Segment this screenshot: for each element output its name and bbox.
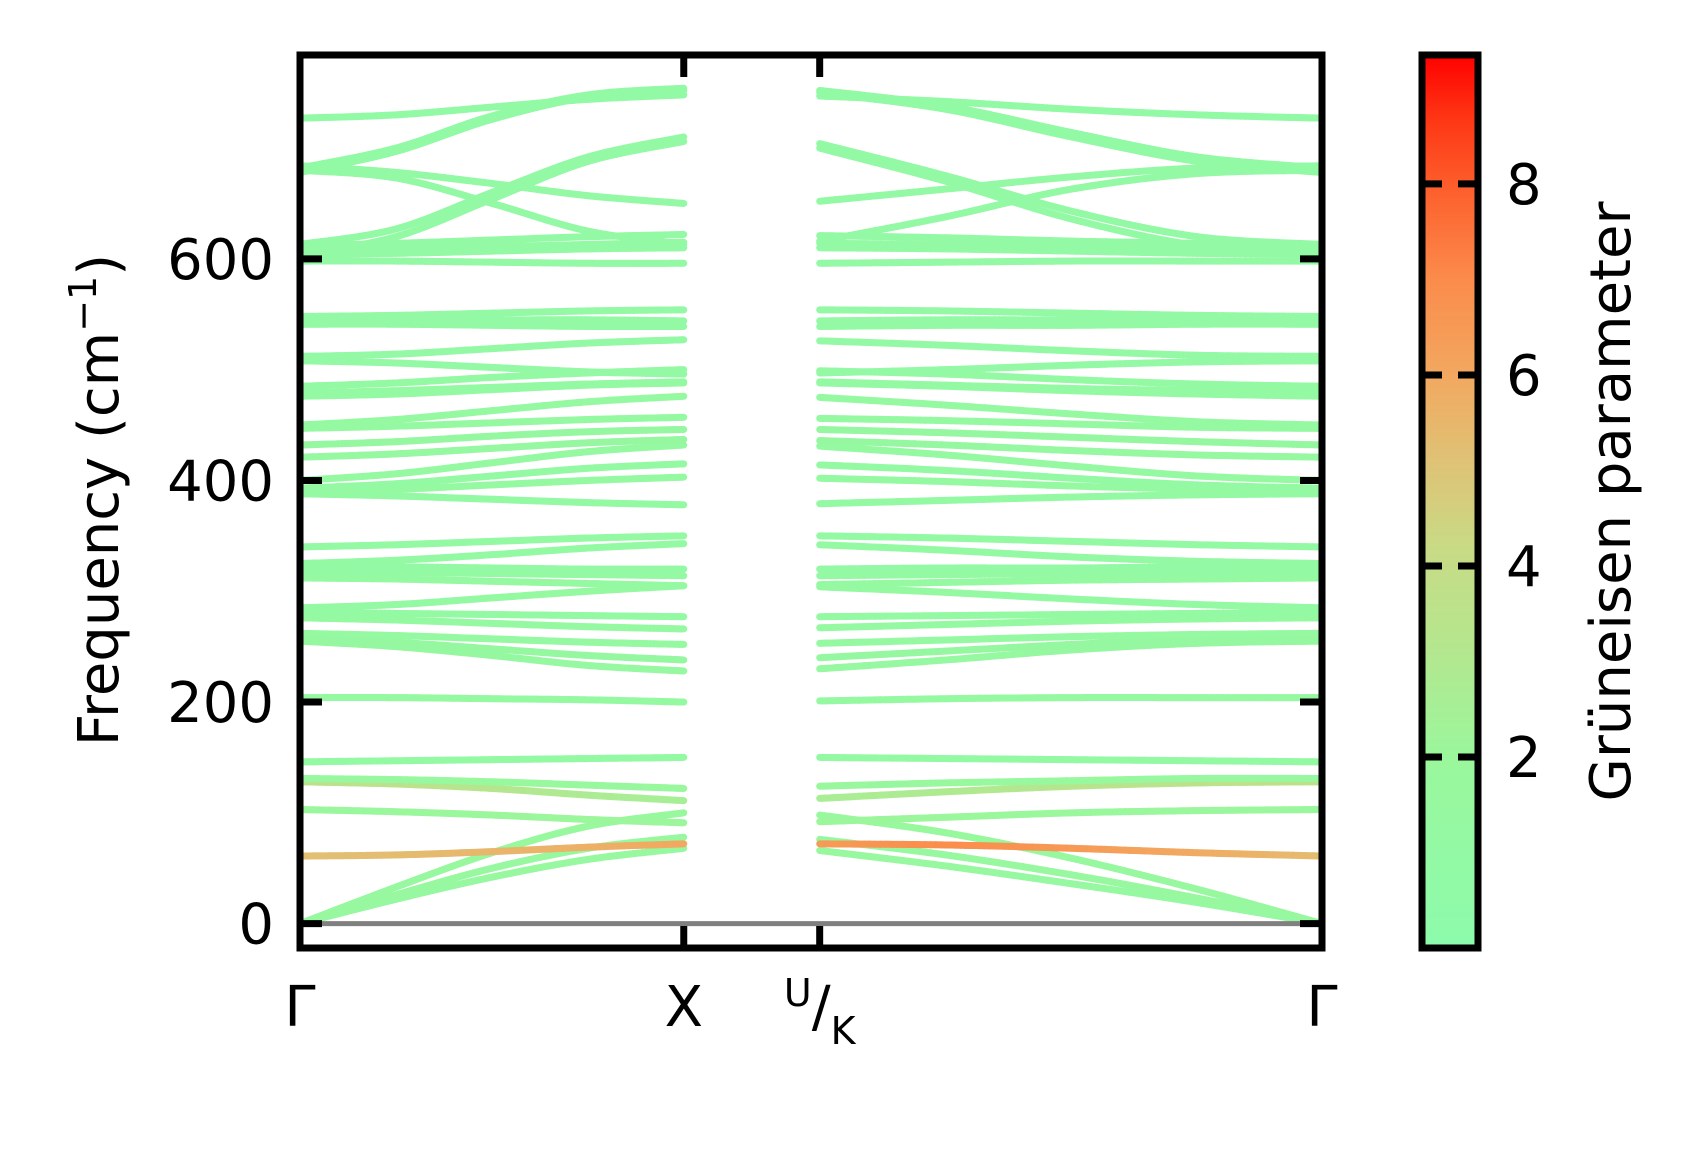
band-curve <box>816 637 1322 673</box>
band-curves-group <box>300 84 1322 928</box>
band-curve <box>300 806 688 827</box>
band-curve <box>300 563 688 573</box>
band-curve <box>300 608 688 621</box>
band-curve <box>816 694 1322 705</box>
band-curve <box>816 567 1322 580</box>
band-curve <box>816 753 1322 766</box>
band-curve <box>816 806 1322 826</box>
band-curve <box>300 753 688 766</box>
band-curve <box>300 637 688 675</box>
band-curve <box>816 840 1322 860</box>
band-curve <box>816 608 1322 621</box>
band-curve <box>816 563 1322 573</box>
band-curve <box>300 694 688 706</box>
band-curve <box>300 840 688 860</box>
band-curve <box>300 774 688 792</box>
band-curve <box>816 778 1322 802</box>
band-curve <box>300 778 688 805</box>
band-curve <box>816 774 1322 790</box>
